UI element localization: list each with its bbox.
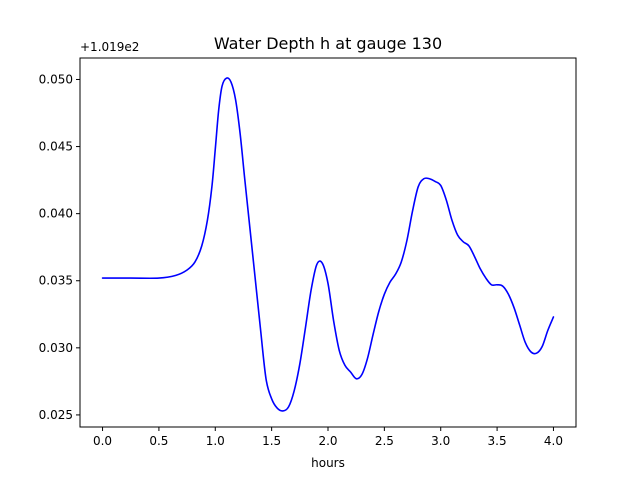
x-tick-label: 3.0 — [431, 434, 450, 448]
y-tick-label: 0.050 — [39, 72, 73, 86]
plot-frame — [79, 57, 577, 428]
ticks-layer: 0.0 0.5 1.0 1.5 2.0 2.5 3.0 3.5 4.0 0.025 0.030 0.0… — [39, 72, 563, 448]
y-tick-label: 0.030 — [39, 341, 73, 355]
x-tick-label: 2.0 — [318, 434, 337, 448]
y-offset-label: +1.019e2 — [80, 40, 139, 54]
y-tick-label: 0.035 — [39, 274, 73, 288]
series-line — [101, 77, 555, 412]
x-tick-label: 0.0 — [93, 434, 112, 448]
x-tick-label: 1.5 — [262, 434, 281, 448]
chart-title: Water Depth h at gauge 130 — [214, 34, 442, 53]
x-tick-label: 3.5 — [488, 434, 507, 448]
y-tick-label: 0.040 — [39, 207, 73, 221]
x-tick-label: 1.0 — [206, 434, 225, 448]
y-tick-label: 0.045 — [39, 140, 73, 154]
x-tick-label: 4.0 — [544, 434, 563, 448]
y-tick-label: 0.025 — [39, 408, 73, 422]
x-axis-label: hours — [311, 456, 345, 470]
x-tick-label: 2.5 — [375, 434, 394, 448]
x-tick-label: 0.5 — [149, 434, 168, 448]
